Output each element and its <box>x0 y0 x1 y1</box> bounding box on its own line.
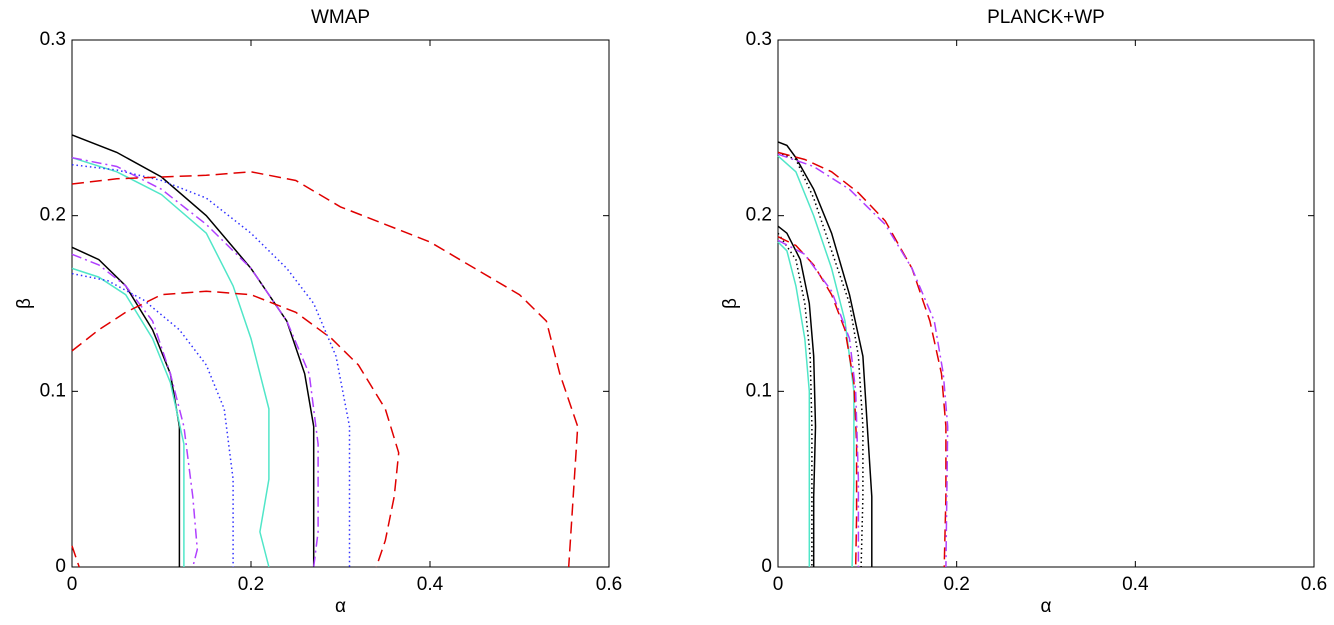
y-tick-label: 0.2 <box>746 205 772 226</box>
contour-line <box>71 156 319 568</box>
contour-line <box>777 153 949 568</box>
chart-title: PLANCK+WP <box>987 7 1105 28</box>
x-tick-label: 0.4 <box>1122 574 1149 595</box>
contour-line <box>777 141 873 567</box>
y-tick-label: 0 <box>55 556 66 577</box>
x-tick-label: 0 <box>773 574 784 595</box>
contour-line <box>777 241 811 567</box>
contour-line <box>71 134 315 567</box>
contour-line <box>71 163 351 567</box>
contour-line <box>71 171 579 568</box>
contour-line <box>777 225 817 567</box>
contour-line <box>777 151 947 568</box>
contour-line <box>71 267 185 567</box>
contour-line <box>71 253 199 568</box>
x-tick-label: 0.4 <box>417 574 444 595</box>
contour-line <box>71 246 181 567</box>
y-tick-label: 0 <box>761 556 772 577</box>
y-tick-label: 0.3 <box>40 29 66 50</box>
x-tick-label: 0 <box>67 574 78 595</box>
x-axis-label: α <box>1041 596 1052 617</box>
x-tick-label: 0.2 <box>238 574 264 595</box>
contour-line <box>71 545 80 568</box>
y-tick-label: 0.1 <box>40 380 66 401</box>
x-tick-label: 0.6 <box>596 574 622 595</box>
y-tick-label: 0.2 <box>40 205 66 226</box>
contour-line <box>777 239 860 567</box>
y-axis-label: β <box>14 298 35 309</box>
x-tick-label: 0.2 <box>943 574 969 595</box>
chart-title: WMAP <box>311 7 370 28</box>
x-tick-label: 0.6 <box>1301 574 1327 595</box>
plot-frame <box>777 39 1315 568</box>
plot-frame <box>71 39 610 568</box>
contour-line <box>777 236 858 568</box>
contour-line <box>71 272 234 567</box>
contour-line <box>777 155 855 568</box>
contour-line <box>71 156 270 568</box>
x-axis-label: α <box>335 596 346 617</box>
y-tick-label: 0.3 <box>746 29 772 50</box>
y-tick-label: 0.1 <box>746 380 772 401</box>
y-axis-label: β <box>720 298 741 309</box>
contour-line <box>71 290 400 568</box>
